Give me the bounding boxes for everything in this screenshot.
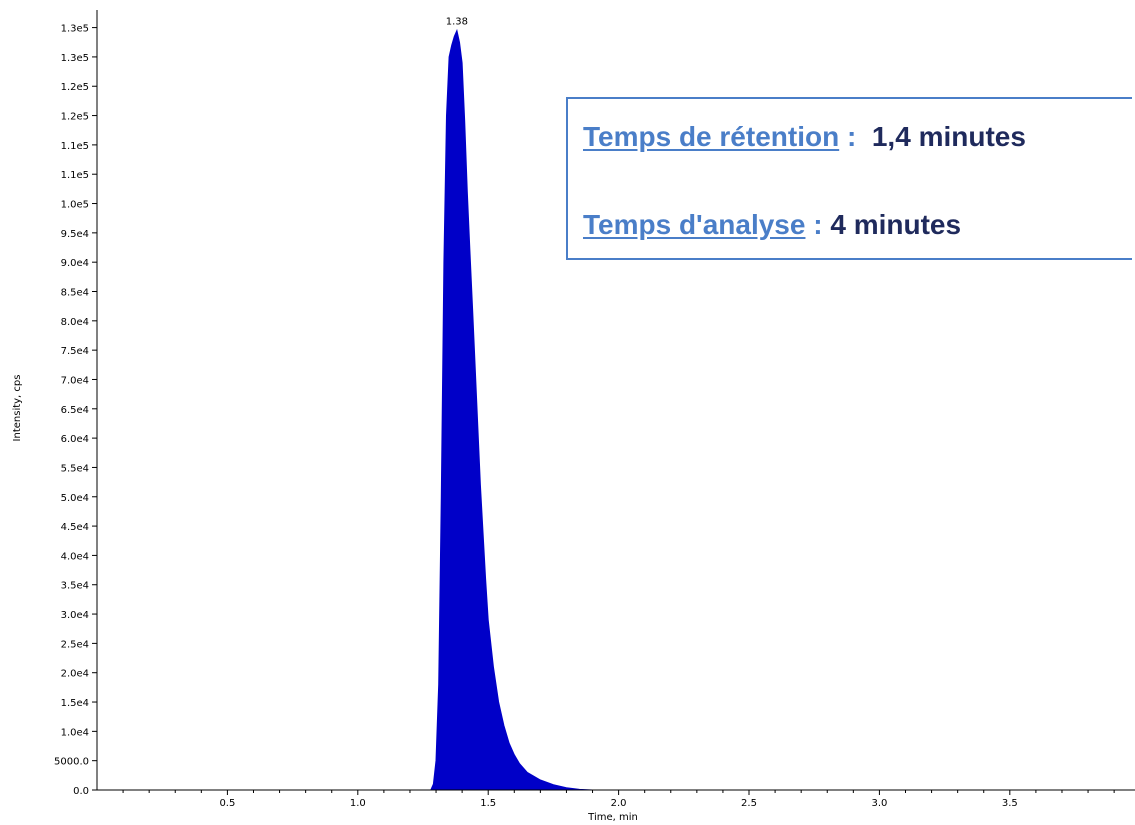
x-tick-label: 1.5 <box>480 798 496 809</box>
y-tick-label: 1.0e4 <box>61 727 89 738</box>
y-tick-label: 8.0e4 <box>61 317 89 328</box>
x-tick-label: 3.0 <box>871 798 887 809</box>
y-tick-label: 5.5e4 <box>61 463 89 474</box>
retention-time-value: 1,4 minutes <box>871 121 1026 152</box>
peak-annotations: 1.38 <box>446 17 468 28</box>
x-axis-ticks: 0.5 1.0 1.5 2.0 2.5 3.0 3.5 <box>122 790 1115 809</box>
x-tick-label: 0.5 <box>219 798 235 809</box>
analysis-time-label: Temps d'analyse <box>583 209 806 240</box>
y-tick-label: 0.0 <box>73 786 89 797</box>
y-tick-label: 1.1e5 <box>61 141 89 152</box>
y-tick-label: 9.0e4 <box>61 258 89 269</box>
analysis-time-separator: : <box>805 209 831 240</box>
y-tick-label: 7.5e4 <box>61 346 89 357</box>
x-tick-label: 1.0 <box>350 798 366 809</box>
y-tick-label: 9.5e4 <box>61 229 89 240</box>
analysis-time-line: Temps d'analyse : 4 minutes <box>583 209 961 241</box>
x-tick-label: 2.0 <box>611 798 627 809</box>
y-tick-label: 5000.0 <box>54 757 89 768</box>
analysis-time-value: 4 minutes <box>830 209 962 240</box>
y-tick-label: 1.5e4 <box>61 698 89 709</box>
y-tick-label: 1.0e5 <box>61 200 89 211</box>
retention-time-label: Temps de rétention <box>583 121 840 152</box>
y-tick-label: 1.3e5 <box>61 24 89 35</box>
y-tick-label: 1.2e5 <box>61 82 89 93</box>
plot-area <box>97 28 1135 791</box>
x-tick-label: 2.5 <box>741 798 757 809</box>
y-tick-label: 4.0e4 <box>61 551 89 562</box>
retention-time-line: Temps de rétention : 1,4 minutes <box>583 121 1026 153</box>
y-tick-label: 3.0e4 <box>61 610 89 621</box>
y-tick-label: 3.5e4 <box>61 581 89 592</box>
peak-label: 1.38 <box>446 17 468 28</box>
y-tick-label: 2.5e4 <box>61 639 89 650</box>
y-tick-label: 1.2e5 <box>61 112 89 123</box>
x-tick-label: 3.5 <box>1002 798 1018 809</box>
y-tick-label: 6.0e4 <box>61 434 89 445</box>
y-tick-label: 7.0e4 <box>61 375 89 386</box>
info-box: Temps de rétention : 1,4 minutes Temps d… <box>566 97 1132 260</box>
y-tick-label: 1.3e5 <box>61 53 89 64</box>
y-tick-label: 8.5e4 <box>61 288 89 299</box>
y-axis-title: Intensity, cps <box>12 375 23 442</box>
y-tick-label: 1.1e5 <box>61 170 89 181</box>
y-tick-label: 4.5e4 <box>61 522 89 533</box>
y-axis-ticks: 0.0 5000.0 1.0e4 1.5e4 2.0e4 2.5e4 3.0e4 3.5e4 4… <box>54 24 97 797</box>
series-area-0 <box>97 28 1135 791</box>
retention-time-separator: : <box>839 121 865 152</box>
y-tick-label: 5.0e4 <box>61 493 89 504</box>
x-axis-title: Time, min <box>587 812 638 823</box>
y-tick-label: 2.0e4 <box>61 669 89 680</box>
y-tick-label: 6.5e4 <box>61 405 89 416</box>
